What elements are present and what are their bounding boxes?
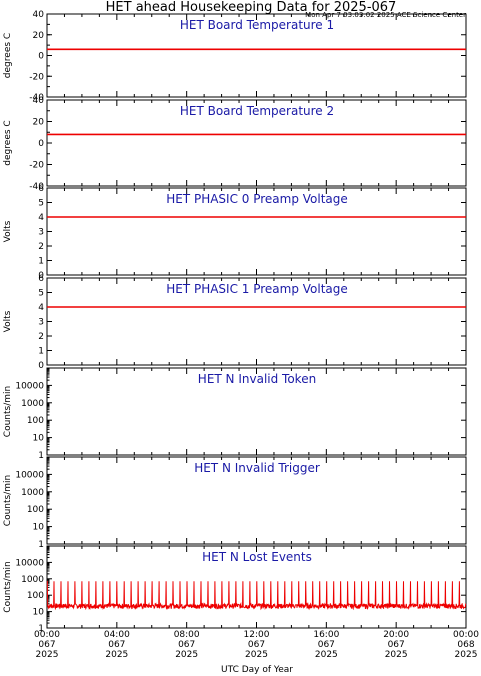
y-axis-label: degrees C	[3, 120, 13, 165]
panel-3: 6 5 4 3 2 1 0 Volts HET PHASIC 0 Preamp Voltage	[3, 184, 467, 281]
panel-title: HET Board Temperature 2	[180, 104, 334, 118]
y-axis-label: degrees C	[3, 33, 13, 78]
x-tick-label-year: 2025	[385, 650, 408, 660]
y-tick-label: 3	[38, 228, 44, 238]
y-tick-label: -20	[29, 72, 44, 82]
y-tick-label: 5	[38, 199, 44, 209]
x-tick-label-year: 2025	[36, 650, 59, 660]
y-tick-label: 10000	[15, 470, 44, 480]
y-tick-label: 1000	[21, 488, 44, 498]
y-tick-label: 1000	[21, 399, 44, 409]
y-tick-label: 2	[38, 332, 44, 342]
y-tick-label: 10000	[15, 381, 44, 391]
panel-title: HET N Lost Events	[202, 550, 312, 564]
y-tick-label: 0	[38, 361, 44, 371]
panel-title: HET PHASIC 1 Preamp Voltage	[166, 282, 348, 296]
x-tick-label-time: 16:00	[313, 630, 339, 640]
figure-title: HET ahead Housekeeping Data for 2025-067	[106, 0, 397, 15]
y-tick-label: 1000	[21, 575, 44, 585]
panel-title: HET N Invalid Trigger	[194, 461, 320, 475]
y-tick-label: 6	[38, 184, 44, 194]
x-tick-label-year: 2025	[315, 650, 338, 660]
y-tick-label: 100	[27, 505, 44, 515]
x-tick-label-doy: 067	[318, 640, 335, 650]
x-axis: 00:00067202504:00067202508:00067202512:0…	[34, 630, 479, 660]
panel-2: 40 20 0 -20 -40 degrees C HET Board Temperatur…	[3, 96, 467, 192]
x-tick-label-doy: 067	[38, 640, 55, 650]
y-tick-label: -20	[29, 161, 44, 171]
x-tick-label-time: 00:00	[453, 630, 479, 640]
x-tick-label-time: 00:00	[34, 630, 60, 640]
y-tick-label: 1	[38, 451, 44, 461]
y-axis-label: Counts/min	[3, 561, 13, 612]
x-tick-label-doy: 067	[248, 640, 265, 650]
x-tick-label-time: 12:00	[244, 630, 270, 640]
x-tick-label-time: 04:00	[104, 630, 130, 640]
panel-5: 10000 1000 100 10 1 Counts/min HET N Invalid T…	[3, 367, 467, 461]
y-tick-label: 0	[38, 271, 44, 281]
y-tick-label: 1	[38, 347, 44, 357]
y-tick-label: 10	[33, 434, 45, 444]
panel-title: HET Board Temperature 1	[180, 18, 334, 32]
x-tick-label-doy: 067	[178, 640, 195, 650]
panel-4: 6 5 4 3 2 1 0 Volts HET PHASIC 1 Preamp Voltage	[3, 274, 467, 371]
y-tick-label: 100	[27, 416, 44, 426]
y-tick-label: 10000	[15, 558, 44, 568]
panel-7: 10000 1000 100 10 1 Counts/min HET N Lost Even…	[3, 545, 467, 634]
y-tick-label: 4	[38, 303, 44, 313]
x-axis-label: UTC Day of Year	[221, 665, 293, 675]
y-axis-label: Counts/min	[3, 386, 13, 437]
panel-1: 40 20 0 -20 -40 degrees C HET Board Temperatur…	[3, 10, 467, 103]
y-axis-label: Counts/min	[3, 475, 13, 526]
series-line	[46, 580, 467, 611]
timestamp: Mon Apr 7 03:03:02 2025 ACE Science Cent…	[305, 11, 466, 19]
y-tick-label: 5	[38, 289, 44, 299]
y-tick-label: 2	[38, 242, 44, 252]
y-tick-label: 40	[33, 96, 45, 106]
y-tick-label: 20	[33, 118, 45, 128]
y-tick-label: 20	[33, 31, 45, 41]
y-tick-label: 40	[33, 10, 45, 20]
x-tick-label-doy: 068	[457, 640, 474, 650]
y-tick-label: 1	[38, 540, 44, 550]
x-tick-label-year: 2025	[175, 650, 198, 660]
panel-6: 10000 1000 100 10 1 Counts/min HET N Invalid T…	[3, 456, 467, 550]
y-tick-label: -40	[29, 93, 44, 103]
y-axis-label: Volts	[3, 220, 13, 242]
x-tick-label-doy: 067	[108, 640, 125, 650]
y-tick-label: 4	[38, 213, 44, 223]
panel-title: HET N Invalid Token	[198, 372, 316, 386]
y-tick-label: 10	[33, 523, 45, 533]
x-tick-label-time: 08:00	[174, 630, 200, 640]
y-tick-label: 3	[38, 318, 44, 328]
y-tick-label: 10	[33, 608, 45, 618]
panel-title: HET PHASIC 0 Preamp Voltage	[166, 192, 348, 206]
y-tick-label: -40	[29, 182, 44, 192]
y-tick-label: 0	[38, 139, 44, 149]
x-tick-label-year: 2025	[245, 650, 268, 660]
y-tick-label: 1	[38, 624, 44, 634]
x-tick-label-time: 20:00	[383, 630, 409, 640]
y-tick-label: 1	[38, 257, 44, 267]
y-tick-label: 100	[27, 591, 44, 601]
y-axis-label: Volts	[3, 310, 13, 332]
y-tick-label: 6	[38, 274, 44, 284]
x-tick-label-year: 2025	[105, 650, 128, 660]
y-tick-label: 0	[38, 52, 44, 62]
x-tick-label-year: 2025	[455, 650, 478, 660]
x-tick-label-doy: 067	[388, 640, 405, 650]
